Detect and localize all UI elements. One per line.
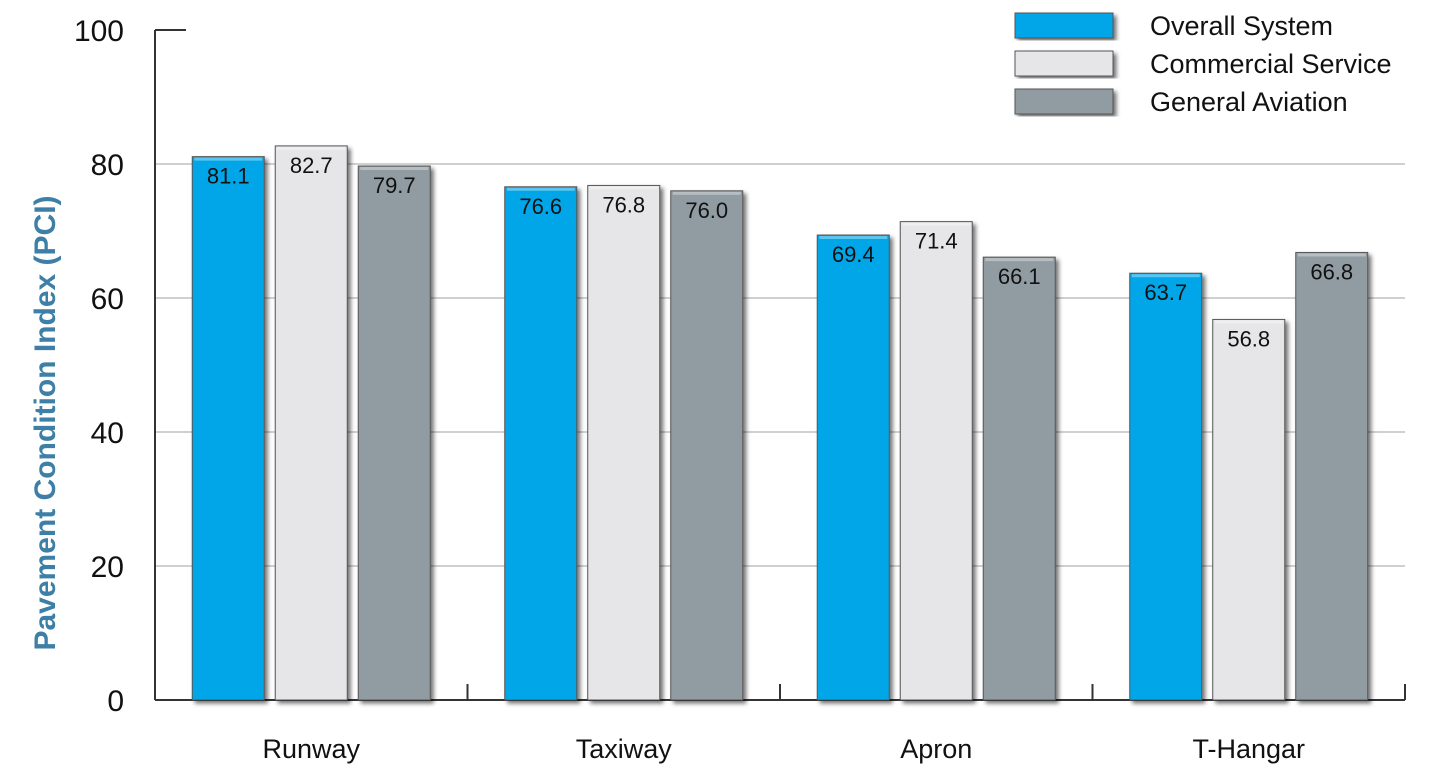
legend: Overall System Commercial Service General … <box>1015 11 1392 117</box>
legend-label: General Aviation <box>1150 87 1348 117</box>
data-label: 79.7 <box>373 173 416 198</box>
data-label: 76.8 <box>602 192 645 217</box>
data-label: 63.7 <box>1144 280 1187 305</box>
data-label: 76.6 <box>519 194 562 219</box>
bar <box>588 185 660 700</box>
data-label: 81.1 <box>207 164 250 189</box>
bar <box>1296 252 1368 700</box>
x-category-labels: Runway Taxiway Apron T-Hangar <box>262 734 1305 764</box>
bar-highlight <box>819 236 887 239</box>
y-tick-label: 100 <box>74 15 124 48</box>
bar-highlight <box>1215 320 1283 323</box>
legend-label: Commercial Service <box>1150 49 1392 79</box>
bar <box>1130 273 1202 700</box>
x-category-label: Taxiway <box>576 734 673 764</box>
bar <box>192 157 264 700</box>
x-category-label: Runway <box>262 734 360 764</box>
bar-highlight <box>590 186 658 189</box>
bar-highlight <box>1298 253 1366 256</box>
data-label: 56.8 <box>1227 326 1270 351</box>
bar <box>671 191 743 700</box>
bar-highlight <box>902 223 970 226</box>
bar <box>983 257 1055 700</box>
bar-highlight <box>985 258 1053 261</box>
data-label: 82.7 <box>290 153 333 178</box>
y-tick-labels: 0 20 40 60 80 100 <box>74 15 124 718</box>
data-label: 71.4 <box>915 229 958 254</box>
bar-highlight <box>360 167 428 170</box>
bar-highlight <box>1132 274 1200 277</box>
bar <box>505 187 577 700</box>
bar-highlight <box>507 188 575 191</box>
data-label: 76.0 <box>685 198 728 223</box>
bar-highlight <box>277 147 345 150</box>
bar-highlight <box>673 192 741 195</box>
data-label: 66.1 <box>998 264 1041 289</box>
y-tick-label: 20 <box>91 551 124 584</box>
y-tick-label: 40 <box>91 417 124 450</box>
bar-highlight <box>194 158 262 161</box>
legend-swatch <box>1015 89 1113 114</box>
bar <box>275 146 347 700</box>
x-category-label: T-Hangar <box>1192 734 1305 764</box>
bars: 81.1 82.7 79.7 76.6 76.8 76.0 69.4 71.4 66.1 63.7… <box>192 146 1368 700</box>
x-category-label: Apron <box>900 734 972 764</box>
y-tick-label: 60 <box>91 283 124 316</box>
y-tick-label: 80 <box>91 149 124 182</box>
y-axis-label: Pavement Condition Index (PCI) <box>29 195 62 650</box>
legend-label: Overall System <box>1150 11 1333 41</box>
legend-swatch <box>1015 13 1113 38</box>
bar <box>358 166 430 700</box>
data-label: 69.4 <box>832 242 875 267</box>
bar <box>900 222 972 700</box>
data-label: 66.8 <box>1310 259 1353 284</box>
legend-swatch <box>1015 51 1113 76</box>
bar <box>817 235 889 700</box>
bar <box>1213 319 1285 700</box>
y-tick-label: 0 <box>107 685 124 718</box>
